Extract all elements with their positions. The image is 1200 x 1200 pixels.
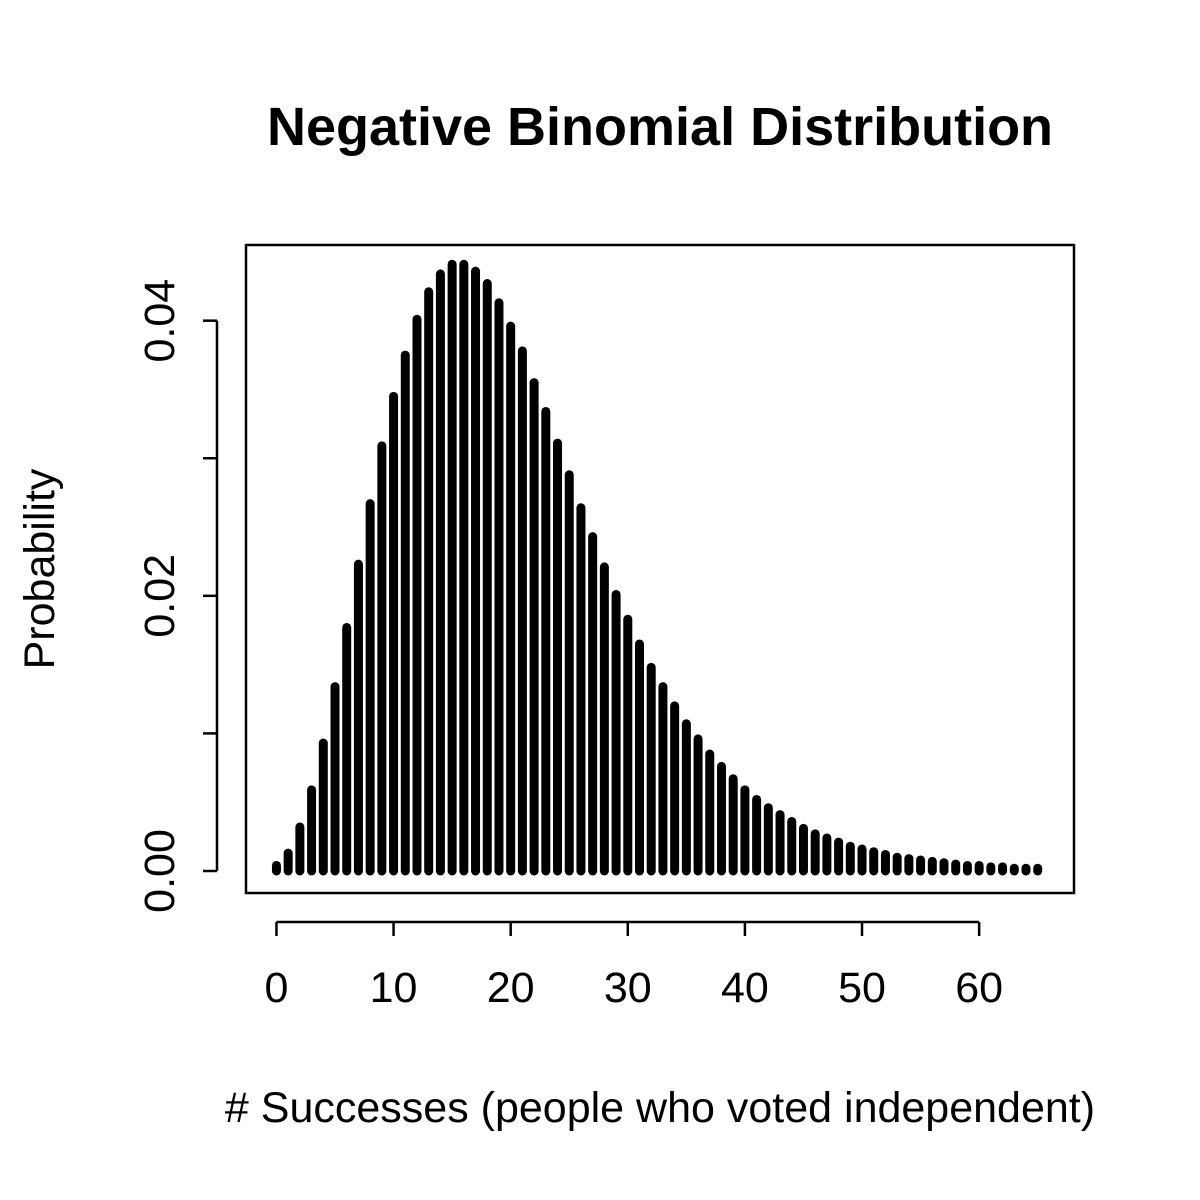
x-tick-label: 0 <box>264 964 288 1012</box>
x-tick-label: 10 <box>370 964 418 1012</box>
y-tick-label: 0.00 <box>136 829 184 913</box>
x-tick-label: 30 <box>604 964 652 1012</box>
plot-frame <box>244 243 1076 895</box>
bars <box>271 259 1043 876</box>
chart-title: Negative Binomial Distribution <box>267 97 1053 157</box>
y-axis-label: Probability <box>16 468 64 669</box>
y-tick-label: 0.02 <box>136 554 184 638</box>
x-tick-label: 50 <box>838 964 886 1012</box>
x-tick-label: 20 <box>487 964 535 1012</box>
x-axis-label: # Successes (people who voted independen… <box>225 1084 1095 1132</box>
y-axis: 0.00 0.02 0.04 <box>136 279 219 913</box>
y-tick-label: 0.04 <box>136 279 184 363</box>
x-axis: 0 10 20 30 40 50 60 <box>264 920 1003 1012</box>
x-tick-label: 60 <box>955 964 1003 1012</box>
x-tick-label: 40 <box>721 964 769 1012</box>
